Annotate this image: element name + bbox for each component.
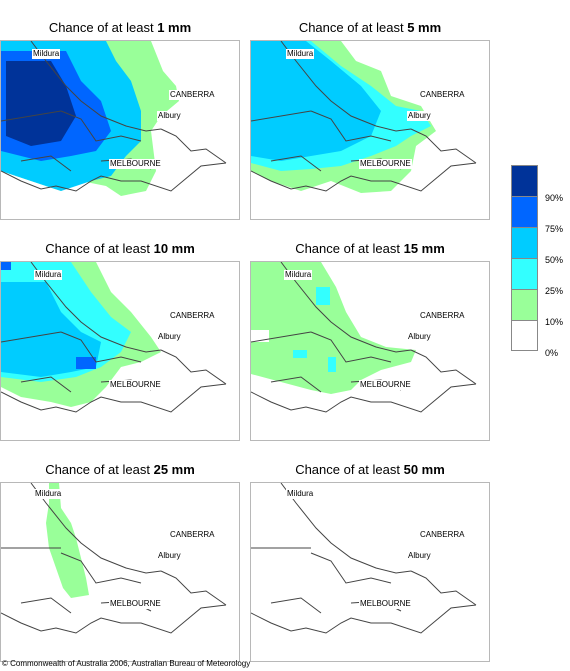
rain-probability-map (251, 262, 477, 413)
rain-probability-map (1, 483, 227, 634)
legend-swatch-25 (511, 258, 538, 289)
legend-label-10: 10% (545, 317, 564, 327)
panel-title-25mm: Chance of at least 25 mm (45, 462, 195, 477)
place-label-mildura: Mildura (284, 270, 313, 280)
place-label-melbourne: MELBOURNE (359, 599, 412, 609)
map-10mm: Mildura CANBERRA Albury MELBOURNE (0, 261, 240, 441)
place-label-albury: Albury (157, 111, 182, 121)
rain-probability-map (1, 41, 227, 196)
place-label-canberra: CANBERRA (169, 530, 216, 540)
place-label-mildura: Mildura (34, 489, 63, 499)
legend-label-50: 50% (545, 255, 564, 265)
place-label-canberra: CANBERRA (419, 90, 466, 100)
panel-title-1mm: Chance of at least 1 mm (48, 20, 192, 35)
place-label-albury: Albury (407, 551, 432, 561)
place-label-melbourne: MELBOURNE (359, 380, 412, 390)
panel-title-50mm: Chance of at least 50 mm (295, 462, 445, 477)
panel-title-5mm: Chance of at least 5 mm (298, 20, 442, 35)
place-label-mildura: Mildura (32, 49, 61, 59)
legend-label-90: 90% (545, 193, 564, 203)
legend-swatch-10 (511, 289, 538, 320)
place-label-canberra: CANBERRA (169, 311, 216, 321)
map-5mm: Mildura CANBERRA Albury MELBOURNE (250, 40, 490, 220)
map-15mm: Mildura CANBERRA Albury MELBOURNE (250, 261, 490, 441)
place-label-melbourne: MELBOURNE (359, 159, 412, 169)
place-label-albury: Albury (407, 111, 432, 121)
panel-title-10mm: Chance of at least 10 mm (45, 241, 195, 256)
place-label-melbourne: MELBOURNE (109, 599, 162, 609)
probability-legend (511, 165, 539, 351)
legend-swatch-90 (511, 165, 538, 196)
rain-probability-map (1, 262, 227, 413)
map-50mm: Mildura CANBERRA Albury MELBOURNE (250, 482, 490, 662)
place-label-albury: Albury (407, 332, 432, 342)
map-25mm: Mildura CANBERRA Albury MELBOURNE (0, 482, 240, 662)
place-label-mildura: Mildura (286, 49, 315, 59)
rain-probability-map (251, 483, 477, 634)
place-label-melbourne: MELBOURNE (109, 159, 162, 169)
place-label-canberra: CANBERRA (419, 530, 466, 540)
legend-swatch-0 (511, 320, 538, 351)
legend-swatch-50 (511, 227, 538, 258)
legend-label-0: 0% (545, 348, 559, 358)
place-label-mildura: Mildura (286, 489, 315, 499)
rain-probability-map (251, 41, 477, 193)
map-1mm: Mildura CANBERRA Albury MELBOURNE (0, 40, 240, 220)
place-label-albury: Albury (157, 332, 182, 342)
place-label-albury: Albury (157, 551, 182, 561)
legend-label-25: 25% (545, 286, 564, 296)
place-label-canberra: CANBERRA (169, 90, 216, 100)
legend-label-75: 75% (545, 224, 564, 234)
panel-title-15mm: Chance of at least 15 mm (295, 241, 445, 256)
place-label-mildura: Mildura (34, 270, 63, 280)
copyright-notice: © Commonwealth of Australia 2006, Austra… (2, 659, 251, 668)
place-label-canberra: CANBERRA (419, 311, 466, 321)
legend-swatch-75 (511, 196, 538, 227)
place-label-melbourne: MELBOURNE (109, 380, 162, 390)
